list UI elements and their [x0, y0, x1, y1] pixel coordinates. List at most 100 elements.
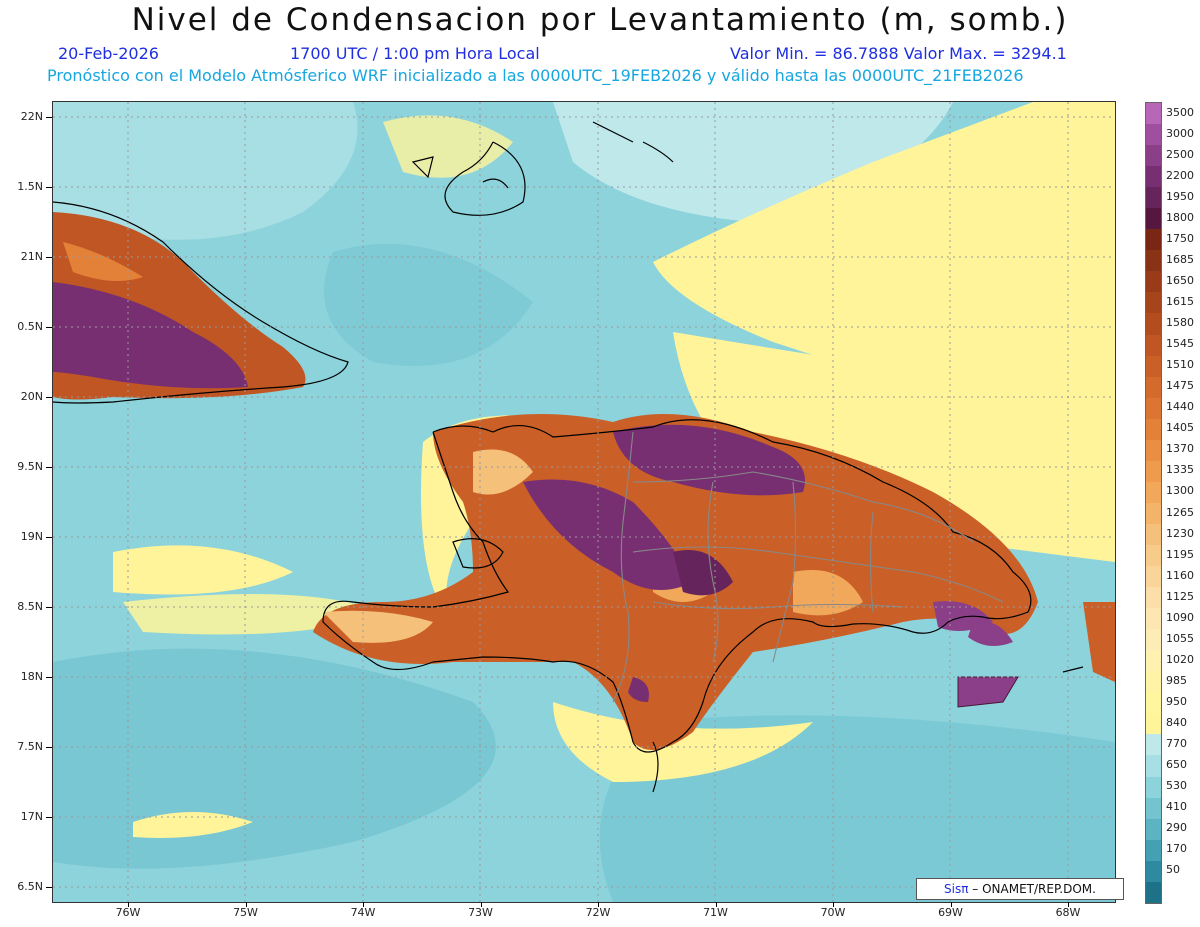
latitude-label: 20N — [20, 390, 43, 403]
longitude-tick — [950, 902, 952, 907]
colorbar-label: 950 — [1166, 695, 1187, 708]
latitude-tick — [46, 257, 52, 258]
colorbar-label: 2500 — [1166, 147, 1194, 161]
latitude-tick — [46, 607, 52, 608]
longitude-tick — [715, 902, 717, 907]
colorbar-label: 1580 — [1166, 316, 1194, 330]
colorbar-label: 650 — [1166, 758, 1187, 772]
colorbar-label: 1160 — [1166, 568, 1194, 582]
latitude-tick — [46, 327, 52, 328]
colorbar-label: 1335 — [1166, 463, 1194, 477]
colorbar-segment — [1146, 376, 1161, 398]
forecast-time: 1700 UTC / 1:00 pm Hora Local — [290, 44, 540, 63]
model-info: Pronóstico con el Modelo Atmósferico WRF… — [47, 66, 1024, 85]
longitude-label: 76W — [115, 906, 141, 919]
colorbar-segment — [1146, 671, 1161, 693]
colorbar — [1145, 102, 1162, 904]
longitude-label: 74W — [350, 906, 376, 919]
colorbar-segment — [1146, 755, 1161, 777]
colorbar-segment — [1146, 187, 1161, 209]
colorbar-segment — [1146, 481, 1161, 503]
colorbar-label: 1370 — [1166, 442, 1194, 456]
colorbar-segment — [1146, 713, 1161, 735]
colorbar-segment — [1146, 523, 1161, 545]
colorbar-label: 410 — [1166, 800, 1187, 814]
colorbar-segment — [1146, 797, 1161, 819]
credit-box: Sisπ – ONAMET/REP.DOM. — [916, 878, 1124, 900]
latitude-tick — [46, 817, 52, 818]
colorbar-label: 1800 — [1166, 210, 1194, 224]
longitude-tick — [833, 902, 834, 907]
latitude-label: 9.5N — [17, 460, 43, 473]
latitude-label: 21N — [20, 250, 43, 263]
colorbar-segment — [1146, 145, 1161, 167]
latitude-tick — [46, 397, 52, 398]
latitude-label: 19N — [20, 530, 43, 543]
colorbar-segment — [1146, 734, 1161, 756]
colorbar-label: 770 — [1166, 737, 1187, 751]
latitude-label: 8.5N — [17, 600, 43, 613]
longitude-tick — [480, 902, 482, 907]
colorbar-label: 1440 — [1166, 400, 1194, 414]
longitude-tick — [128, 902, 129, 907]
colorbar-segment — [1146, 544, 1161, 567]
colorbar-segment — [1146, 103, 1161, 125]
colorbar-label: 1195 — [1166, 547, 1194, 561]
colorbar-label: 1750 — [1166, 231, 1194, 245]
latitude-label: 7.5N — [17, 740, 43, 753]
colorbar-segment — [1146, 587, 1161, 609]
colorbar-label: 1475 — [1166, 379, 1194, 393]
latitude-tick — [46, 747, 52, 748]
colorbar-segment — [1146, 776, 1161, 798]
colorbar-segment — [1146, 124, 1161, 146]
longitude-label: 75W — [233, 906, 258, 919]
forecast-date: 20-Feb-2026 — [58, 44, 159, 63]
colorbar-segment — [1146, 418, 1161, 440]
longitude-tick — [598, 902, 599, 907]
colorbar-label: 1950 — [1166, 189, 1194, 203]
colorbar-label: 1405 — [1166, 421, 1194, 435]
colorbar-segment — [1146, 566, 1161, 588]
colorbar-segment — [1146, 439, 1161, 461]
latitude-label: 17N — [20, 810, 43, 823]
colorbar-segment — [1146, 355, 1161, 377]
colorbar-segment — [1146, 250, 1161, 272]
map-frame — [52, 101, 1116, 903]
colorbar-segment — [1146, 271, 1161, 293]
longitude-label: 69W — [938, 906, 963, 919]
colorbar-segment — [1146, 650, 1161, 672]
colorbar-label: 1125 — [1166, 589, 1194, 603]
colorbar-label: 1685 — [1166, 252, 1194, 266]
colorbar-segment — [1146, 334, 1161, 356]
colorbar-segment — [1146, 292, 1161, 314]
colorbar-label: 1090 — [1166, 610, 1194, 624]
longitude-tick — [245, 902, 247, 907]
longitude-tick — [1068, 902, 1069, 907]
latitude-tick — [46, 537, 52, 538]
longitude-label: 68W — [1055, 906, 1081, 919]
min-max-values: Valor Min. = 86.7888 Valor Max. = 3294.1 — [730, 44, 1067, 63]
colorbar-label: 1650 — [1166, 273, 1194, 287]
colorbar-label: 170 — [1166, 842, 1187, 856]
colorbar-label: 1615 — [1166, 295, 1194, 308]
colorbar-label: 1510 — [1166, 358, 1194, 372]
colorbar-segment — [1146, 502, 1161, 524]
credit-text: – ONAMET/REP.DOM. — [972, 882, 1096, 896]
colorbar-label: 1055 — [1166, 631, 1194, 645]
colorbar-label: 290 — [1166, 821, 1187, 835]
lcl-field-map — [53, 102, 1115, 902]
longitude-tick — [363, 902, 364, 907]
longitude-label: 73W — [468, 906, 493, 919]
latitude-tick — [46, 677, 52, 678]
latitude-label: 18N — [20, 670, 43, 683]
colorbar-label: 3500 — [1166, 105, 1194, 119]
latitude-tick — [46, 887, 52, 888]
map-panel — [53, 102, 1115, 902]
longitude-label: 72W — [585, 906, 611, 919]
colorbar-segment — [1146, 881, 1161, 903]
colorbar-segment — [1146, 860, 1161, 882]
colorbar-segment — [1146, 397, 1161, 419]
chart-title: Nivel de Condensacion por Levantamiento … — [131, 2, 1069, 38]
colorbar-segment — [1146, 818, 1161, 840]
colorbar-segment — [1146, 629, 1161, 651]
